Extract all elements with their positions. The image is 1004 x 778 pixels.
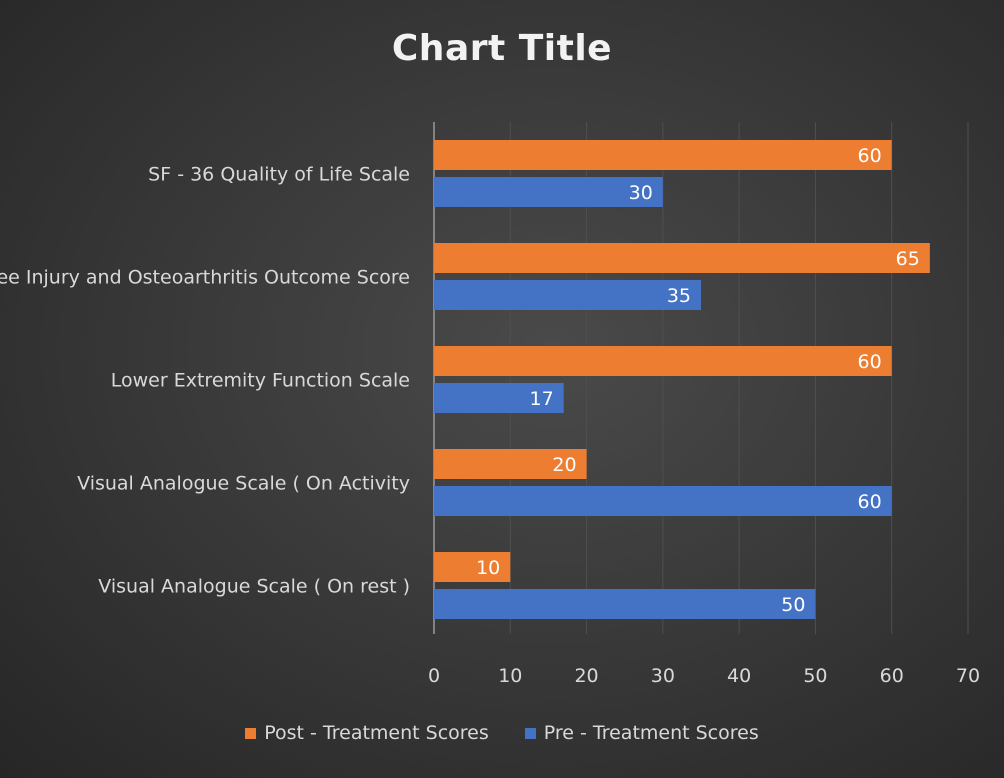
bar-post-treatment bbox=[434, 346, 892, 376]
data-label: 10 bbox=[476, 557, 500, 579]
data-label: 65 bbox=[896, 248, 920, 270]
legend-label-pre-treatment: Pre - Treatment Scores bbox=[543, 722, 759, 744]
data-label: 60 bbox=[858, 145, 882, 167]
data-label: 17 bbox=[529, 388, 553, 410]
x-tick-label: 0 bbox=[428, 665, 440, 687]
legend-swatch-post-treatment bbox=[245, 727, 257, 739]
legend-item-post-treatment[interactable]: Post - Treatment Scores bbox=[245, 722, 489, 744]
data-label: 60 bbox=[858, 351, 882, 373]
bar-pre-treatment bbox=[434, 486, 892, 516]
data-label: 50 bbox=[781, 594, 805, 616]
legend: Post - Treatment Scores Pre - Treatment … bbox=[0, 722, 1004, 744]
x-tick-label: 30 bbox=[651, 665, 675, 687]
data-label: 20 bbox=[552, 454, 576, 476]
category-label: Visual Analogue Scale ( On Activity bbox=[77, 473, 410, 495]
legend-swatch-pre-treatment bbox=[524, 727, 536, 739]
x-tick-label: 60 bbox=[880, 665, 904, 687]
bar-post-treatment bbox=[434, 243, 930, 273]
x-tick-label: 50 bbox=[803, 665, 827, 687]
data-label: 30 bbox=[629, 182, 653, 204]
x-tick-label: 20 bbox=[574, 665, 598, 687]
category-label: Lower Extremity Function Scale bbox=[111, 370, 410, 392]
bar-post-treatment bbox=[434, 449, 587, 479]
bar-post-treatment bbox=[434, 552, 511, 582]
bar-pre-treatment bbox=[434, 177, 663, 207]
category-label: Knee Injury and Osteoarthritis Outcome S… bbox=[0, 267, 410, 289]
x-tick-label: 40 bbox=[727, 665, 751, 687]
bar-pre-treatment bbox=[434, 589, 816, 619]
x-tick-label: 70 bbox=[956, 665, 980, 687]
bar-pre-treatment bbox=[434, 383, 564, 413]
bar-pre-treatment bbox=[434, 280, 701, 310]
legend-item-pre-treatment[interactable]: Pre - Treatment Scores bbox=[524, 722, 759, 744]
x-tick-label: 10 bbox=[498, 665, 522, 687]
data-label: 60 bbox=[858, 491, 882, 513]
chart-title: Chart Title bbox=[391, 28, 613, 69]
category-label: Visual Analogue Scale ( On rest ) bbox=[98, 576, 410, 598]
legend-label-post-treatment: Post - Treatment Scores bbox=[264, 722, 489, 744]
category-label: SF - 36 Quality of Life Scale bbox=[148, 164, 410, 186]
data-label: 35 bbox=[667, 285, 691, 307]
bar-post-treatment bbox=[434, 140, 892, 170]
